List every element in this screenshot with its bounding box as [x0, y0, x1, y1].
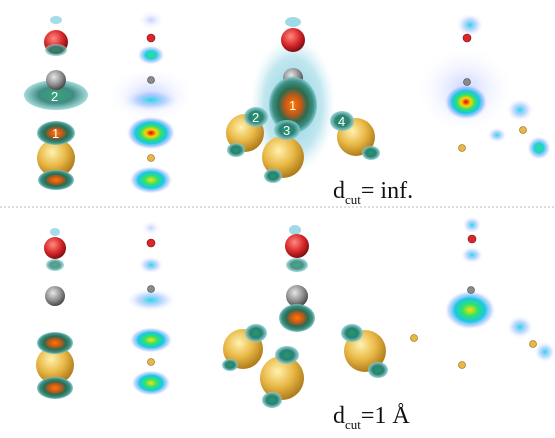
carbon-atom — [45, 286, 65, 306]
dcut-label-bottom: dcut=1 Å — [333, 403, 410, 433]
bottom-isosurface-cluster — [222, 225, 388, 408]
oxygen-dot — [462, 33, 472, 43]
lobe-number-2: 2 — [252, 110, 259, 125]
metal-dot — [519, 126, 527, 134]
metal-dot — [147, 154, 155, 162]
carbon-dot — [463, 78, 471, 86]
top-heatmap-linear — [106, 10, 196, 194]
metal-dot — [529, 340, 537, 348]
bottom-panel — [36, 216, 555, 408]
top-panel: 2 1 — [24, 10, 551, 194]
oxygen-atom — [285, 234, 309, 258]
bottom-heatmap-linear — [125, 220, 177, 396]
metal-dot — [410, 334, 418, 342]
dcut-subscript: cut — [345, 191, 361, 207]
oxygen-dot — [146, 238, 156, 248]
top-isosurface-linear: 2 1 — [24, 16, 88, 190]
oxygen-dot — [467, 234, 477, 244]
carbon-dot — [147, 76, 155, 84]
carbon-dot — [467, 286, 475, 294]
oxygen-atom — [281, 28, 305, 52]
oxygen-atom — [44, 237, 66, 259]
carbon-atom — [46, 70, 66, 90]
top-heatmap-cluster — [415, 13, 551, 160]
lobe-number-3: 3 — [283, 123, 290, 138]
metal-dot — [458, 361, 466, 369]
lobe-number-2: 2 — [51, 89, 58, 104]
dcut-symbol: d — [333, 403, 345, 429]
carbon-atom — [286, 285, 308, 307]
top-isosurface-cluster: 2 1 3 4 — [226, 17, 380, 183]
metal-dot — [458, 144, 466, 152]
bottom-isosurface-linear — [36, 228, 74, 399]
dcut-value: =1 Å — [360, 403, 410, 429]
lobe-number-4: 4 — [338, 114, 345, 129]
metal-atom — [36, 346, 74, 384]
metal-atom — [37, 139, 75, 177]
carbon-dot — [147, 285, 155, 293]
oxygen-dot — [146, 33, 156, 43]
dcut-subscript: cut — [345, 416, 361, 432]
dcut-symbol: d — [333, 178, 345, 204]
bottom-heatmap-cluster — [410, 216, 555, 369]
lobe-number-1: 1 — [289, 98, 296, 113]
metal-atom — [262, 136, 304, 178]
metal-dot — [147, 358, 155, 366]
dcut-value: = inf. — [360, 178, 414, 204]
lobe-number-1: 1 — [52, 126, 59, 141]
dcut-label-top: dcut= inf. — [333, 178, 413, 208]
metal-atom — [260, 356, 304, 400]
